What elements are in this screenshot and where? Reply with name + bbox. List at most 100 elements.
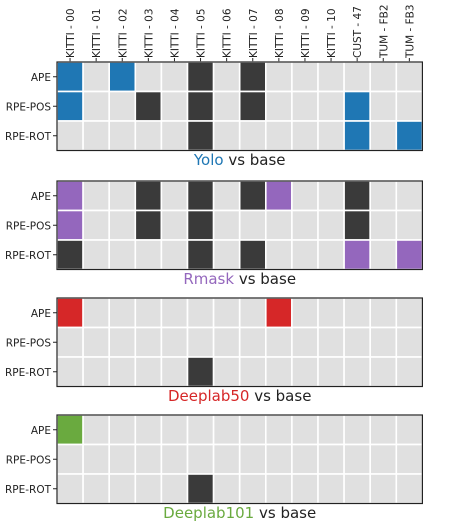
heatmap-cell — [369, 90, 398, 122]
panel-title-suffix: vs base — [254, 504, 316, 522]
heatmap-cell — [160, 473, 189, 505]
heatmap-cell — [317, 180, 345, 212]
heatmap-cell — [82, 180, 110, 212]
heatmap-cell — [108, 326, 137, 358]
heatmap-cell — [160, 356, 189, 388]
row-tick-label: RPE-ROT — [5, 131, 52, 143]
heatmap-cell — [317, 443, 345, 475]
heatmap-cell — [343, 120, 372, 152]
row-tick-label: RPE-POS — [6, 220, 52, 232]
heatmap-cell — [264, 90, 293, 122]
heatmap-cell — [160, 297, 189, 329]
heatmap-cell — [186, 443, 215, 475]
heatmap-cell — [108, 443, 137, 475]
heatmap-cell — [82, 239, 110, 271]
heatmap-cell — [160, 239, 189, 271]
heatmap-cell — [212, 61, 241, 93]
panel-title-method: Yolo — [193, 151, 224, 169]
column-tick-label: KITTI - 01 — [91, 8, 103, 58]
heatmap-cell — [238, 180, 267, 212]
heatmap-cell — [264, 120, 293, 152]
heatmap-cell — [160, 414, 189, 446]
heatmap-cell — [343, 473, 372, 505]
heatmap-cell — [291, 209, 319, 241]
heatmap-cell — [108, 90, 137, 122]
heatmap-cell — [317, 90, 345, 122]
row-tick-label: RPE-POS — [6, 454, 52, 466]
row-tick-label: APE — [31, 72, 51, 84]
column-tick-label: KITTI - 03 — [143, 8, 155, 58]
heatmap-cell — [82, 473, 110, 505]
heatmap-cell — [291, 414, 319, 446]
panel-title: Yolo vs base — [193, 151, 286, 169]
heatmap-cell — [108, 356, 137, 388]
column-tick-label: KITTI - 00 — [65, 8, 77, 58]
heatmap-cell — [134, 326, 163, 358]
heatmap-cell — [395, 209, 424, 241]
heatmap-cell — [317, 209, 345, 241]
heatmap-cell — [317, 326, 345, 358]
heatmap-cell — [56, 180, 84, 212]
heatmap-cell — [369, 120, 398, 152]
heatmap-cell — [395, 326, 424, 358]
heatmap-cell — [264, 356, 293, 388]
heatmap-cell — [212, 356, 241, 388]
heatmap-cell — [56, 120, 84, 152]
heatmap-cell — [134, 180, 163, 212]
heatmap-cell — [212, 297, 241, 329]
heatmap-cell — [264, 326, 293, 358]
panel-title-method: Rmask — [183, 270, 234, 288]
heatmap-cell — [134, 297, 163, 329]
heatmap-cell — [395, 473, 424, 505]
heatmap-cell — [108, 120, 137, 152]
heatmap-cell — [56, 443, 84, 475]
heatmap-cell — [56, 473, 84, 505]
heatmap-cell — [56, 326, 84, 358]
heatmap-cell — [134, 414, 163, 446]
heatmap-cell — [369, 239, 398, 271]
heatmap-cell — [186, 209, 215, 241]
panel-title-suffix: vs base — [224, 151, 286, 169]
heatmap-cell — [395, 120, 424, 152]
heatmap-cell — [238, 61, 267, 93]
heatmap-cell — [343, 239, 372, 271]
heatmap-cell — [212, 473, 241, 505]
heatmap-cell — [291, 180, 319, 212]
heatmap-cell — [343, 180, 372, 212]
column-tick-label: KITTI - 04 — [169, 8, 181, 58]
heatmap-cell — [317, 239, 345, 271]
panel-title-method: Deeplab50 — [168, 387, 250, 405]
row-tick-label: RPE-ROT — [5, 484, 52, 496]
heatmap-cell — [369, 473, 398, 505]
heatmap-cell — [291, 473, 319, 505]
heatmap-cell — [238, 326, 267, 358]
heatmap-cell — [56, 61, 84, 93]
heatmap-cell — [369, 326, 398, 358]
heatmap-cell — [82, 61, 110, 93]
heatmap-panel: APE RPE-POS RPE-ROT Rmask vs base — [5, 180, 424, 288]
heatmap-cell — [212, 239, 241, 271]
heatmap-cell — [82, 90, 110, 122]
heatmap-cell — [134, 239, 163, 271]
column-tick-label: KITTI - 06 — [222, 8, 234, 58]
heatmap-cell — [264, 473, 293, 505]
heatmap-cell — [264, 297, 293, 329]
heatmap-cell — [212, 180, 241, 212]
panel-title-suffix: vs base — [234, 270, 296, 288]
heatmap-cell — [343, 443, 372, 475]
column-tick-label: KITTI - 02 — [117, 8, 129, 58]
panel-title-suffix: vs base — [249, 387, 311, 405]
column-tick-label: KITTI - 05 — [196, 8, 208, 58]
panel-title: Rmask vs base — [183, 270, 296, 288]
heatmap-cell — [186, 239, 215, 271]
heatmap-panel: APE RPE-POS RPE-ROT Yolo vs base — [5, 61, 424, 169]
row-tick-label: APE — [31, 191, 51, 203]
heatmap-cell — [82, 356, 110, 388]
heatmap-cell — [238, 414, 267, 446]
heatmap-cell — [264, 180, 293, 212]
heatmap-cell — [369, 297, 398, 329]
heatmap-cell — [186, 180, 215, 212]
heatmap-cell — [395, 356, 424, 388]
heatmap-cell — [238, 356, 267, 388]
